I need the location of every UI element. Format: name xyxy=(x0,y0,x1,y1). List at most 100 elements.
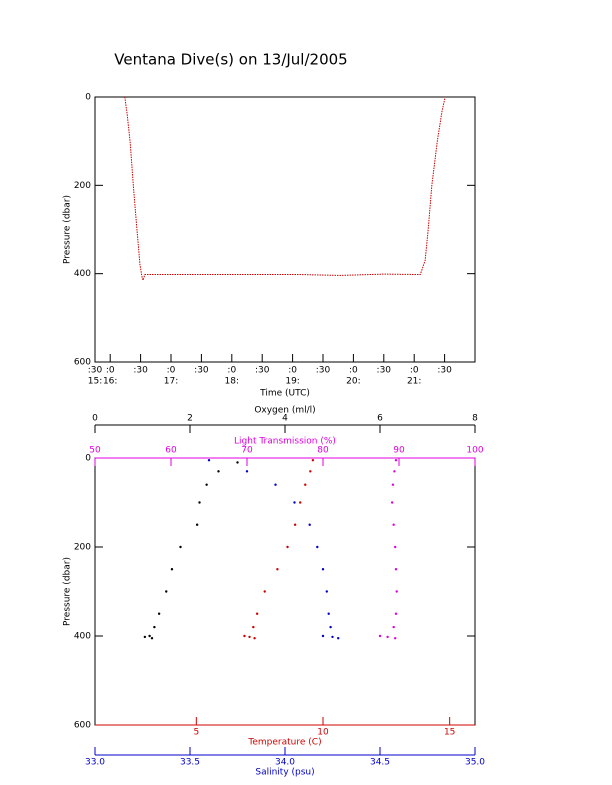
profile-point xyxy=(248,635,251,639)
profile-point xyxy=(157,612,161,615)
profile-point xyxy=(309,470,312,473)
x-tick-label: :0 xyxy=(167,366,176,376)
x-tick-label: :30 xyxy=(133,366,148,376)
x-tick-label: 34.0 xyxy=(275,758,295,768)
x-tick-hour-label: 20: xyxy=(346,377,360,387)
profile-point xyxy=(293,501,296,504)
x-tick-label: 10 xyxy=(317,728,329,738)
x-tick-label: :0 xyxy=(227,366,236,376)
y-axis-label: Pressure (dbar) xyxy=(63,557,73,626)
profile-point xyxy=(252,625,255,629)
profile-point xyxy=(321,568,325,571)
y-tick-label: 0 xyxy=(85,93,91,103)
profile-point xyxy=(253,637,256,640)
x-tick-label: 34.5 xyxy=(370,758,390,768)
profile-point xyxy=(263,590,266,593)
y-tick-label: 200 xyxy=(74,181,91,191)
profile-point xyxy=(179,545,182,549)
x-tick-label: 5 xyxy=(193,728,199,738)
x-tick-hour-label: 18: xyxy=(225,377,239,387)
y-tick-label: 600 xyxy=(74,358,91,368)
x-tick-label: 33.5 xyxy=(180,758,200,768)
profile-point xyxy=(170,568,174,571)
profile-point xyxy=(243,634,246,638)
x-axis-label: Temperature (C) xyxy=(247,738,321,748)
profile-point xyxy=(274,483,277,486)
profile-point xyxy=(143,635,147,639)
profile-point xyxy=(205,483,208,486)
profile-point xyxy=(393,470,396,473)
x-tick-label: :30 xyxy=(88,366,103,376)
profile-point xyxy=(153,625,156,629)
y-axis-label: Pressure (dbar) xyxy=(63,195,73,264)
x-tick-label: :0 xyxy=(349,366,358,376)
x-tick-label: 70 xyxy=(241,446,253,456)
x-tick-hour-label: 16: xyxy=(103,377,117,387)
x-axis-label: Time (UTC) xyxy=(259,389,310,399)
x-tick-label: 4 xyxy=(282,414,288,424)
x-tick-label: 50 xyxy=(89,446,101,456)
profile-point xyxy=(304,483,307,486)
profile-point xyxy=(337,637,340,640)
profile-point xyxy=(327,612,330,615)
profile-point xyxy=(150,637,154,640)
profile-point xyxy=(316,545,319,549)
profile-point xyxy=(392,523,395,526)
x-tick-label: :30 xyxy=(377,366,392,376)
x-tick-label: 35.0 xyxy=(465,758,485,768)
x-tick-label: 15 xyxy=(444,728,455,738)
y-tick-label: 200 xyxy=(74,543,91,553)
x-tick-label: :30 xyxy=(316,366,331,376)
x-tick-label: 6 xyxy=(377,414,383,424)
plot-frame xyxy=(94,96,476,363)
y-tick-label: 400 xyxy=(74,632,91,642)
x-tick-hour-label: 19: xyxy=(285,377,299,387)
x-tick-label: :0 xyxy=(410,366,419,376)
profile-point xyxy=(195,523,199,526)
plot-frame xyxy=(94,457,476,726)
y-tick-label: 600 xyxy=(74,721,91,731)
x-tick-hour-label: 17: xyxy=(164,377,178,387)
profile-point xyxy=(236,461,239,464)
x-tick-label: 100 xyxy=(466,446,483,456)
x-tick-label: :30 xyxy=(437,366,452,376)
profile-point xyxy=(255,612,259,615)
profile-point xyxy=(286,545,289,549)
x-tick-label: :30 xyxy=(255,366,270,376)
x-tick-label: :0 xyxy=(106,366,115,376)
x-tick-label: 60 xyxy=(165,446,177,456)
x-tick-label: 80 xyxy=(317,446,329,456)
profile-point xyxy=(391,483,395,486)
profile-point xyxy=(378,634,382,638)
x-tick-hour-label: 21: xyxy=(407,377,421,387)
dive-profile xyxy=(124,96,446,283)
profile-point xyxy=(293,523,297,526)
profile-point xyxy=(394,612,398,615)
profile-point xyxy=(386,635,389,639)
profile-point xyxy=(325,590,328,593)
x-tick-hour-label: 15: xyxy=(88,377,102,387)
y-tick-label: 0 xyxy=(85,454,91,464)
x-tick-label: 0 xyxy=(92,414,98,424)
profile-point xyxy=(207,459,211,462)
x-axis-label: Salinity (psu) xyxy=(255,768,314,778)
profile-point xyxy=(394,545,397,549)
x-tick-label: :30 xyxy=(194,366,209,376)
x-axis-label: Light Transmission (%) xyxy=(234,437,336,447)
profile-point xyxy=(276,568,279,571)
profile-point xyxy=(392,625,395,629)
profile-point xyxy=(331,635,334,639)
profile-point xyxy=(390,501,394,504)
profile-point xyxy=(394,637,397,640)
x-axis-label: Oxygen (ml/l) xyxy=(254,406,315,416)
profile-point xyxy=(394,459,398,462)
x-tick-label: :0 xyxy=(288,366,297,376)
profile-point xyxy=(308,523,311,526)
x-tick-label: 8 xyxy=(472,414,478,424)
x-tick-label: 90 xyxy=(393,446,405,456)
profile-point xyxy=(395,590,398,593)
profile-point xyxy=(321,634,325,638)
x-tick-label: 2 xyxy=(187,414,193,424)
profile-point xyxy=(148,634,151,638)
